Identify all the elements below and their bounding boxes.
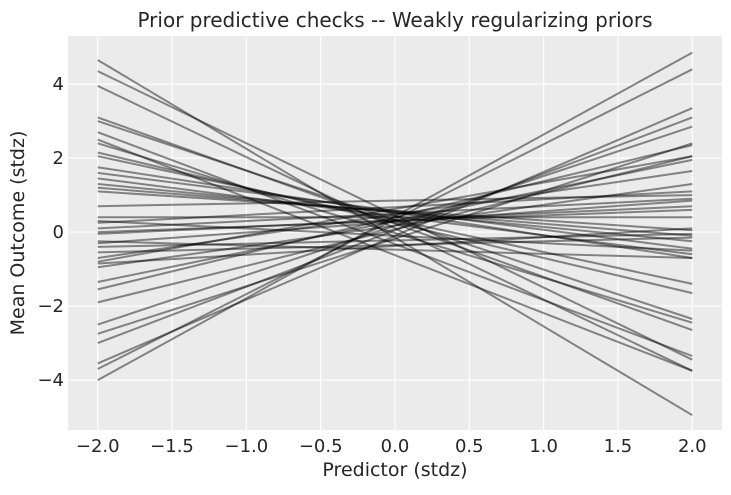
x-tick-label: −0.5 <box>299 436 343 457</box>
series-line-21 <box>97 208 693 234</box>
x-tick-label: −2.0 <box>76 436 120 457</box>
series-line-9 <box>97 151 693 295</box>
series-line-15 <box>97 186 693 237</box>
series-line-19 <box>97 190 693 224</box>
series-line-36 <box>97 107 693 365</box>
x-tick-label: 1.0 <box>529 436 558 457</box>
series-line-37 <box>97 68 693 370</box>
chart-title: Prior predictive checks -- Weakly regula… <box>137 8 652 32</box>
x-tick-labels: −2.0 −1.5 −1.0 −0.5 0.0 0.5 1.0 1.5 2.0 <box>76 436 707 457</box>
series-line-6 <box>97 131 693 357</box>
series-line-33 <box>97 125 693 326</box>
series-line-2 <box>97 70 693 361</box>
series-line-34 <box>97 142 693 335</box>
y-tick-label: −4 <box>37 370 64 391</box>
x-tick-label: −1.0 <box>225 436 269 457</box>
series-line-12 <box>97 171 693 250</box>
y-tick-labels: −4 −2 0 2 4 <box>37 74 64 391</box>
series-line-35 <box>97 116 693 345</box>
series-line-26 <box>97 170 693 259</box>
series-line-22 <box>97 205 693 235</box>
series-line-1 <box>97 59 693 417</box>
series-line-30 <box>97 158 693 283</box>
series-line-5 <box>97 120 693 320</box>
x-tick-label: 1.5 <box>604 436 633 457</box>
series-line-11 <box>97 166 693 259</box>
series-line-17 <box>97 194 693 208</box>
series-line-24 <box>97 199 693 245</box>
x-axis-label: Predictor (stdz) <box>322 459 467 481</box>
x-tick-label: 2.0 <box>678 436 707 457</box>
series-line-20 <box>97 197 693 230</box>
series-line-40 <box>97 232 693 248</box>
y-axis-label: Mean Outcome (stdz) <box>7 131 29 336</box>
series-line-28 <box>97 227 693 265</box>
y-tick-label: −2 <box>37 296 64 317</box>
series-lines <box>97 51 693 417</box>
series-line-4 <box>97 116 693 332</box>
x-tick-label: 0.5 <box>455 436 484 457</box>
series-line-32 <box>97 155 693 304</box>
series-line-16 <box>97 190 693 232</box>
series-line-10 <box>97 155 693 285</box>
y-tick-label: 4 <box>53 74 64 95</box>
x-tick-label: −1.5 <box>150 436 194 457</box>
y-tick-label: 2 <box>53 148 64 169</box>
x-tick-label: 0.0 <box>381 436 410 457</box>
series-line-38 <box>97 51 693 381</box>
series-line-27 <box>97 155 693 263</box>
series-line-39 <box>97 220 693 252</box>
series-line-7 <box>97 138 693 372</box>
series-line-13 <box>97 177 693 256</box>
series-line-14 <box>97 183 693 243</box>
series-line-25 <box>97 236 693 254</box>
series-line-29 <box>97 183 693 269</box>
series-line-3 <box>97 84 693 372</box>
grid <box>68 36 722 430</box>
series-line-23 <box>97 240 693 259</box>
series-line-31 <box>97 144 693 291</box>
y-tick-label: 0 <box>53 222 64 243</box>
series-line-8 <box>97 142 693 324</box>
